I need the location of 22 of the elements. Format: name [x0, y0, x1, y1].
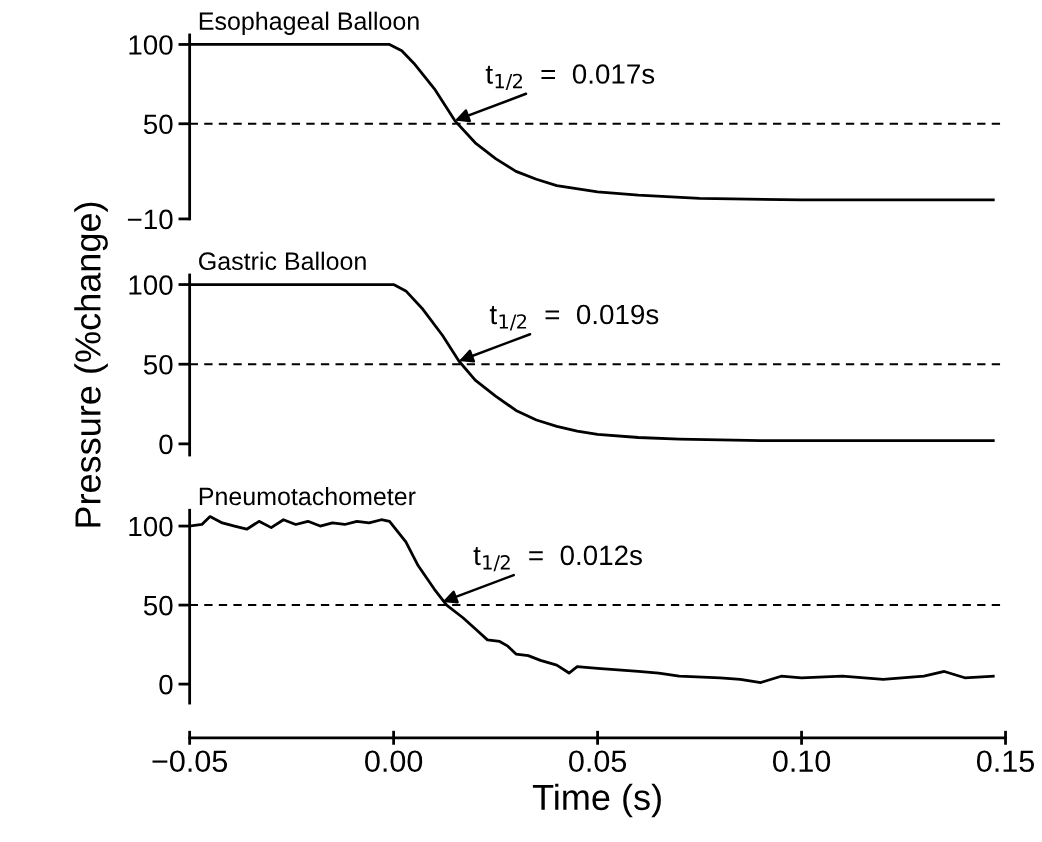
y-tick-label: 0: [159, 434, 173, 455]
annotation: t$_{1/2}$ = 0.017s: [485, 64, 655, 90]
y-tick-label: 0: [159, 674, 173, 695]
y-tick-label: 50: [143, 354, 173, 375]
y-tick-label: 100: [129, 516, 173, 537]
x-tick-label: 0.00: [365, 750, 423, 773]
y-tick-label: 50: [143, 114, 173, 135]
x-axis-title: Time (s): [532, 783, 661, 818]
annotation: t$_{1/2}$ = 0.012s: [473, 545, 642, 572]
y-tick-label: 50: [143, 595, 173, 616]
chart-title: Gastric Balloon: [199, 251, 366, 271]
chart-title: Esophageal Balloon: [199, 11, 419, 35]
x-tick-label: 0.15: [976, 750, 1034, 773]
x-tick-label: 0.10: [773, 750, 831, 773]
y-tick-label: 100: [129, 275, 173, 295]
x-tick-label: −0.05: [152, 750, 228, 773]
y-tick-label: −10: [127, 209, 173, 230]
chart-title: Pneumotachometer: [199, 486, 416, 506]
x-tick-label: 0.05: [569, 750, 627, 773]
y-tick-label: 100: [129, 35, 173, 55]
y-axis-title: Pressure (%change): [74, 202, 108, 527]
annotation: t$_{1/2}$ = 0.019s: [489, 304, 659, 331]
